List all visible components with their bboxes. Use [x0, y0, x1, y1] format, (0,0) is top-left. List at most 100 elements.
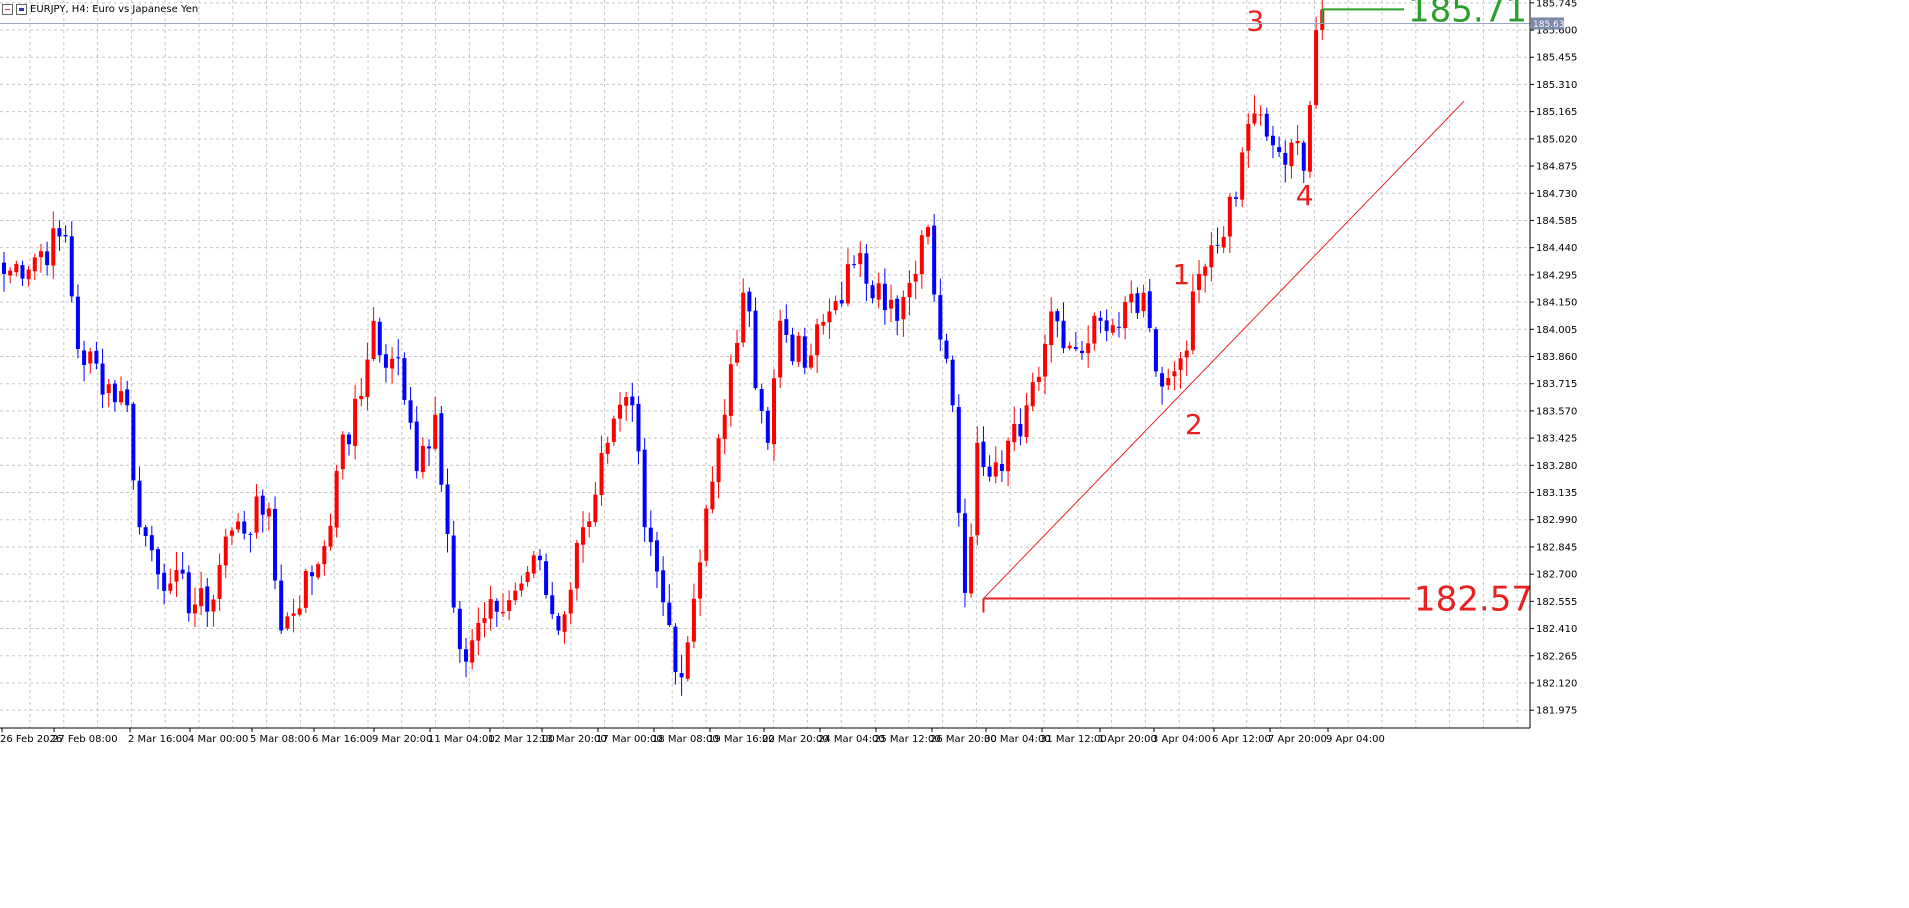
candle-body — [901, 297, 906, 320]
candle-body — [439, 413, 444, 485]
x-tick-label: 2 Mar 16:00 — [128, 734, 188, 745]
candle-body — [377, 321, 382, 356]
candle-body — [8, 270, 13, 276]
x-tick-label: 26 Mar 20:00 — [930, 734, 997, 745]
candle-body — [1147, 291, 1152, 328]
candle-body — [168, 583, 173, 591]
candle-body — [556, 615, 561, 631]
candle-body — [45, 251, 50, 266]
candle-body — [1246, 123, 1251, 151]
y-tick-label: 182.120 — [1536, 678, 1577, 689]
candle-body — [932, 225, 937, 295]
y-tick-label: 184.440 — [1536, 243, 1577, 254]
chart-icon[interactable] — [2, 3, 13, 15]
candle-body — [57, 228, 62, 237]
candle-body — [156, 549, 160, 575]
candle-body — [1067, 345, 1072, 349]
candle-body — [790, 334, 795, 362]
candle-body — [51, 228, 56, 266]
candle-body — [82, 350, 87, 365]
y-tick-label: 185.600 — [1536, 26, 1577, 37]
x-tick-label: 18 Mar 08:00 — [652, 734, 719, 745]
candle-body — [1307, 105, 1312, 172]
candle-body — [525, 571, 530, 583]
candle-body — [1049, 311, 1054, 346]
candle-body — [1092, 315, 1097, 344]
candle-body — [2, 262, 6, 274]
candle-body — [112, 383, 117, 403]
candles — [2, 0, 1325, 696]
candle-body — [254, 496, 259, 533]
candle-body — [704, 508, 709, 561]
candle-body — [1135, 293, 1140, 313]
candle-body — [199, 588, 204, 607]
candle-body — [574, 543, 579, 589]
y-tick-label: 183.280 — [1536, 461, 1577, 472]
candle-body — [611, 418, 616, 442]
candle-body — [993, 462, 998, 477]
candle-body — [236, 521, 241, 530]
candle-body — [1080, 350, 1084, 354]
candle-body — [402, 357, 407, 400]
candle-body — [907, 282, 912, 298]
candle-body — [630, 396, 635, 406]
candle-body — [513, 590, 518, 601]
y-tick-label: 182.990 — [1536, 515, 1577, 526]
candle-body — [895, 298, 900, 321]
x-tick-label: 12 Mar 12:00 — [488, 734, 555, 745]
candle-body — [1258, 114, 1263, 116]
x-tick-label: 17 Mar 00:00 — [596, 734, 663, 745]
candle-body — [1166, 378, 1171, 386]
candle-body — [334, 470, 339, 528]
candle-body — [661, 570, 666, 603]
candle-body — [291, 613, 296, 616]
x-tick-label: 4 Mar 00:00 — [188, 734, 248, 745]
y-tick-label: 184.875 — [1536, 162, 1577, 173]
candle-body — [642, 449, 647, 528]
candle-body — [1209, 245, 1214, 268]
candle-body — [1215, 244, 1220, 246]
candle-body — [32, 257, 37, 272]
x-tick-label: 1 Apr 20:00 — [1098, 734, 1157, 745]
candle-body — [944, 340, 949, 359]
level-label: 185.71 — [1408, 0, 1527, 30]
x-tick-label: 6 Mar 16:00 — [312, 734, 372, 745]
candle-body — [38, 251, 43, 258]
candle-body — [359, 395, 364, 400]
candle-body — [765, 410, 770, 443]
y-tick-label: 184.295 — [1536, 270, 1577, 281]
candle-body — [353, 398, 358, 446]
candle-body — [1252, 113, 1257, 124]
candle-body — [1172, 371, 1177, 377]
candle-body — [876, 283, 881, 300]
candle-body — [131, 403, 136, 481]
candle-body — [802, 336, 807, 368]
candle-body — [1123, 302, 1128, 329]
candle-body — [821, 321, 826, 326]
candle-body — [1283, 152, 1288, 165]
candle-body — [482, 618, 487, 623]
candle-body — [88, 351, 93, 364]
candle-body — [938, 295, 943, 340]
candle-body — [1012, 423, 1017, 443]
candle-body — [494, 600, 499, 612]
candle-body — [784, 319, 789, 336]
candle-body — [125, 389, 130, 406]
candle-body — [340, 434, 345, 470]
candle-body — [747, 291, 752, 312]
candle-body — [186, 572, 191, 614]
candle-body — [1104, 320, 1109, 332]
candle-body — [420, 445, 425, 473]
candle-body — [390, 358, 395, 369]
candle-body — [137, 480, 142, 528]
candle-body — [205, 586, 210, 612]
indicator-icon[interactable] — [16, 3, 27, 15]
candle-body — [1141, 292, 1146, 312]
x-tick-label: 24 Mar 04:00 — [818, 734, 885, 745]
candle-body — [1289, 142, 1294, 167]
candle-body — [839, 300, 844, 304]
candle-body — [1036, 376, 1041, 382]
x-tick-label: 13 Mar 20:00 — [540, 734, 607, 745]
x-tick-label: 30 Mar 04:00 — [984, 734, 1051, 745]
